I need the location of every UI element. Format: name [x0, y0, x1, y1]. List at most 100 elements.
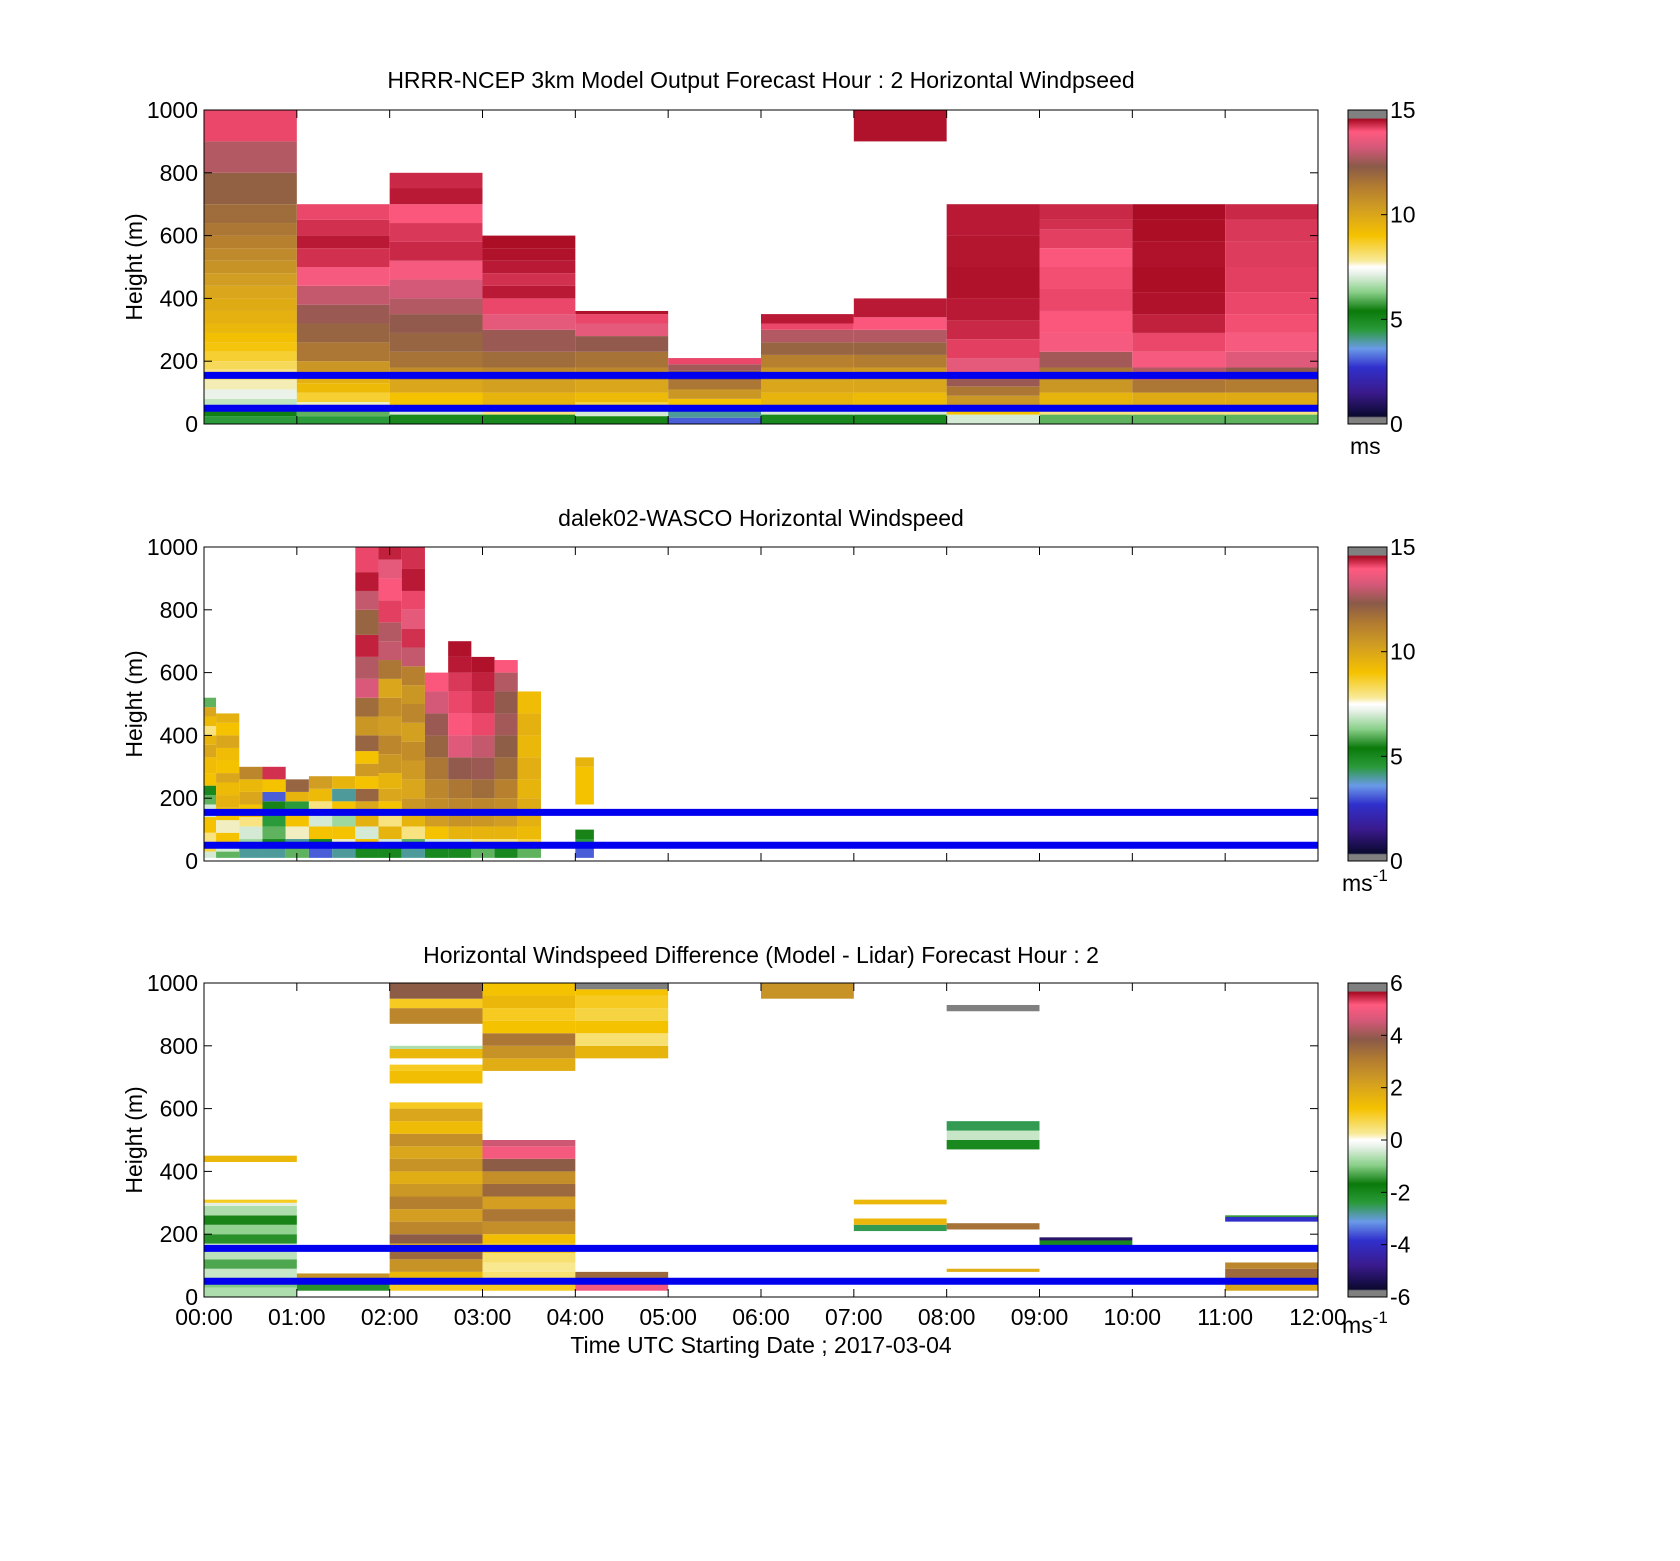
chart-title: Horizontal Windspeed Difference (Model -… — [423, 942, 1099, 968]
heatmap-cell — [401, 848, 425, 858]
heatmap-cell — [1225, 1216, 1318, 1222]
heatmap-cell — [471, 656, 495, 673]
heatmap-cell — [296, 267, 390, 286]
heatmap-cell — [668, 380, 761, 390]
heatmap-cell — [482, 414, 576, 424]
y-tick-label: 1000 — [147, 534, 198, 560]
x-tick-label: 03:00 — [454, 1304, 512, 1330]
heatmap-cell — [389, 1133, 483, 1147]
heatmap-cell — [482, 1234, 576, 1244]
heatmap-cell — [1225, 380, 1318, 393]
heatmap-cell — [204, 744, 217, 758]
heatmap-cell — [517, 813, 541, 827]
heatmap-cell — [401, 704, 425, 723]
colorbar-tick-label: 15 — [1390, 97, 1416, 123]
heatmap-cell — [1132, 219, 1226, 242]
heatmap-cell — [204, 735, 217, 745]
heatmap-cell — [355, 848, 379, 858]
heatmap-cell — [494, 660, 518, 673]
heatmap-cell — [389, 1281, 483, 1291]
heatmap-cell — [494, 757, 518, 780]
heatmap-cell — [204, 248, 297, 261]
heatmap-cell — [296, 1273, 390, 1279]
heatmap-cell — [216, 760, 240, 774]
heatmap-cell — [1039, 288, 1133, 311]
heatmap-cell — [482, 314, 576, 330]
heatmap-cell — [204, 795, 217, 805]
heatmap-cell — [494, 735, 518, 758]
heatmap-cell — [355, 788, 379, 802]
heatmap-cell — [424, 813, 449, 827]
heatmap-cell — [575, 392, 669, 403]
heatmap-cell — [296, 285, 390, 305]
heatmap-cell — [471, 757, 495, 780]
heatmap-cell — [296, 392, 390, 403]
heatmap-cell — [262, 791, 286, 802]
heatmap-cell — [1039, 267, 1133, 289]
y-tick-label: 0 — [185, 411, 198, 437]
y-tick-label: 200 — [160, 785, 198, 811]
heatmap-cell — [204, 716, 217, 726]
heatmap-cell — [355, 826, 379, 840]
heatmap-cell — [296, 248, 390, 267]
heatmap-cell — [216, 747, 240, 761]
x-tick-label: 12:00 — [1289, 1304, 1347, 1330]
heatmap-cell — [853, 329, 947, 343]
heatmap-cell — [401, 779, 425, 799]
heatmap-cell — [575, 829, 594, 840]
y-tick-label: 600 — [160, 223, 198, 249]
heatmap-cell — [389, 1221, 483, 1235]
heatmap-cell — [482, 273, 576, 286]
heatmap-cell — [424, 735, 449, 758]
heatmap-cell — [378, 735, 402, 755]
heatmap-cell — [1225, 1268, 1318, 1279]
colorbar-unit: ms — [1350, 433, 1381, 459]
heatmap-cell — [946, 414, 1040, 424]
chart-lidar-windspeed: 0 200 400 600 800 1000 dalek02-WASCO Horizonta… — [121, 505, 1416, 896]
x-tick-label: 02:00 — [361, 1304, 419, 1330]
heatmap-cell — [389, 1070, 483, 1084]
heatmap-cell — [332, 776, 356, 789]
heatmap-cell — [1132, 332, 1226, 352]
heatmap-cell — [1039, 204, 1133, 220]
heatmap-cell — [378, 678, 402, 698]
heatmap-cell — [853, 1199, 947, 1205]
x-tick-label: 04:00 — [547, 1304, 605, 1330]
x-tick-label: 11:00 — [1197, 1304, 1253, 1330]
heatmap-cell — [1132, 292, 1226, 315]
heatmap-cell — [494, 813, 518, 827]
y-axis-label: Height (m) — [121, 1086, 147, 1193]
y-tick-label: 400 — [160, 285, 198, 311]
heatmap-cell — [482, 392, 576, 406]
heatmap-cell — [216, 722, 240, 736]
heatmap-cell — [355, 735, 379, 752]
heatmap-cell — [1039, 1240, 1133, 1246]
heatmap-cell — [471, 713, 495, 736]
heatmap-cell — [239, 826, 263, 840]
heatmap-cell — [575, 416, 669, 424]
heatmap-cell — [482, 351, 576, 368]
heatmap-cell — [517, 826, 541, 840]
heatmap-cell — [239, 791, 263, 805]
heatmap-cell — [308, 788, 333, 802]
heatmap-cell — [262, 826, 286, 840]
heatmap-cell — [946, 204, 1040, 236]
heatmap-cell — [378, 788, 402, 802]
heatmap-cell — [204, 1155, 297, 1162]
y-tick-label: 0 — [185, 1284, 198, 1310]
heatmap-cell — [389, 1196, 483, 1210]
heatmap-cell — [296, 219, 390, 236]
heatmap-cell — [355, 656, 379, 679]
y-tick-label: 600 — [160, 1096, 198, 1122]
heatmap-cell — [424, 757, 449, 780]
colorbar-tick-label: 6 — [1390, 970, 1403, 996]
heatmap-cell — [1039, 248, 1133, 267]
heatmap-cell — [471, 779, 495, 799]
heatmap-cell — [401, 647, 425, 667]
y-tick-label: 200 — [160, 348, 198, 374]
y-tick-label: 200 — [160, 1221, 198, 1247]
heatmap-cell — [1225, 267, 1318, 293]
heatmap-cell — [308, 848, 333, 858]
heatmap-cell — [482, 1140, 576, 1147]
heatmap-cell — [1225, 219, 1318, 242]
